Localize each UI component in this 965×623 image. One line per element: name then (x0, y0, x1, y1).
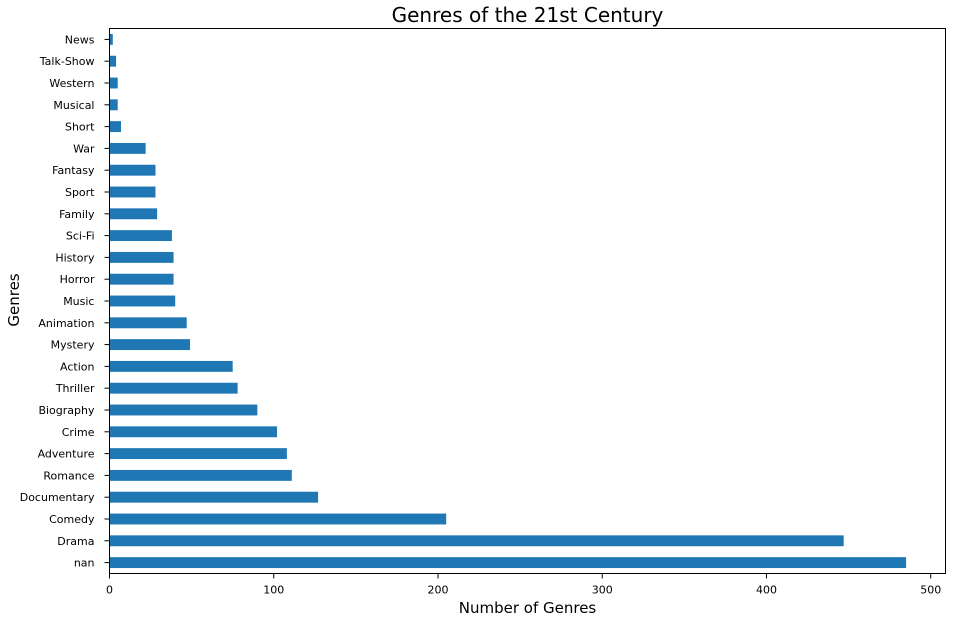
chart-title: Genres of the 21st Century (392, 3, 664, 27)
bar-mystery (109, 339, 190, 351)
x-tick-label-500: 500 (920, 584, 941, 597)
y-tick-label-musical: Musical (53, 99, 94, 112)
y-tick-label-thriller: Thriller (55, 382, 95, 395)
bars-group (109, 33, 907, 569)
bar-war (109, 142, 146, 154)
y-tick-label-drama: Drama (57, 535, 94, 548)
y-tick-label-mystery: Mystery (51, 339, 95, 352)
bar-family (109, 208, 158, 220)
x-tick-label-200: 200 (427, 584, 448, 597)
bar-crime (109, 426, 278, 438)
x-tick-label-400: 400 (756, 584, 777, 597)
y-tick-label-documentary: Documentary (20, 491, 95, 504)
bar-biography (109, 404, 258, 416)
y-tick-label-romance: Romance (43, 469, 94, 482)
y-tick-label-family: Family (59, 208, 95, 221)
bar-history (109, 251, 174, 263)
y-tick-label-western: Western (49, 77, 94, 90)
y-tick-label-war: War (73, 142, 95, 155)
bar-sci-fi (109, 230, 172, 242)
bar-comedy (109, 513, 447, 525)
y-tick-label-news: News (65, 33, 95, 46)
x-axis-label: Number of Genres (459, 599, 597, 617)
y-tick-label-comedy: Comedy (49, 513, 95, 526)
y-axis-label: Genres (5, 273, 23, 326)
y-tick-label-horror: Horror (60, 273, 95, 286)
y-tick-label-sport: Sport (65, 186, 95, 199)
bar-talk-show (109, 55, 117, 67)
bar-drama (109, 535, 844, 547)
bar-western (109, 77, 118, 89)
y-tick-label-short: Short (65, 121, 95, 134)
bar-music (109, 295, 176, 307)
x-tick-label-0: 0 (106, 584, 113, 597)
x-tick-label-300: 300 (592, 584, 613, 597)
y-tick-label-crime: Crime (62, 426, 95, 439)
x-tick-label-100: 100 (263, 584, 284, 597)
y-tick-label-adventure: Adventure (38, 448, 95, 461)
bar-short (109, 121, 121, 133)
y-tick-label-history: History (55, 251, 95, 264)
bar-animation (109, 317, 187, 329)
bar-horror (109, 273, 174, 285)
bar-nan (109, 557, 907, 569)
y-tick-label-fantasy: Fantasy (52, 164, 95, 177)
x-axis: 0 100 200 300 400 500 (106, 573, 941, 597)
y-tick-label-biography: Biography (38, 404, 95, 417)
bar-news (109, 33, 113, 45)
y-tick-label-sci-fi: Sci-Fi (66, 230, 95, 243)
y-axis: nan Drama Comedy Documentary Romance Adventur… (20, 33, 110, 570)
y-tick-label-talk-show: Talk-Show (39, 55, 95, 68)
plot-frame (109, 28, 946, 574)
bar-fantasy (109, 164, 156, 176)
y-tick-label-music: Music (63, 295, 94, 308)
bar-adventure (109, 448, 287, 460)
bar-documentary (109, 491, 319, 503)
y-tick-label-action: Action (60, 360, 94, 373)
bar-romance (109, 469, 292, 481)
y-tick-label-animation: Animation (38, 317, 94, 330)
bar-thriller (109, 382, 238, 394)
y-tick-label-nan: nan (74, 557, 95, 570)
bar-sport (109, 186, 156, 198)
bar-action (109, 360, 233, 372)
bar-musical (109, 99, 118, 111)
